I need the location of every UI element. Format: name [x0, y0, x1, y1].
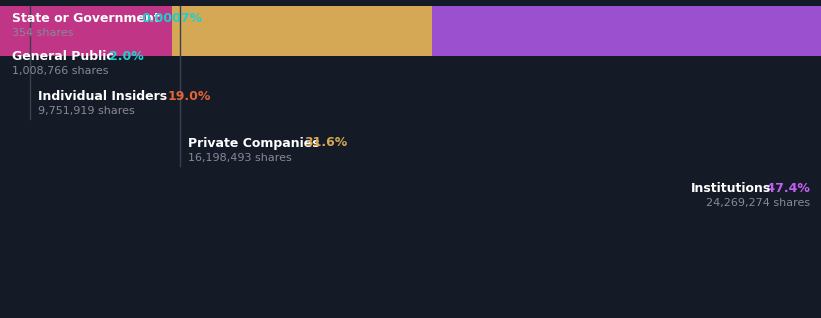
Text: Individual Insiders: Individual Insiders — [38, 89, 172, 102]
Text: 2.0%: 2.0% — [109, 50, 144, 63]
Bar — [172, 6, 432, 56]
Bar — [16, 6, 172, 56]
Text: 9,751,919 shares: 9,751,919 shares — [38, 106, 135, 116]
Bar — [432, 6, 821, 56]
Text: 16,198,493 shares: 16,198,493 shares — [188, 153, 291, 163]
Text: 0.0007%: 0.0007% — [141, 11, 203, 24]
Text: 47.4%: 47.4% — [762, 182, 810, 195]
Text: State or Government: State or Government — [12, 11, 164, 24]
Text: 19.0%: 19.0% — [167, 89, 211, 102]
Text: 31.6%: 31.6% — [305, 136, 348, 149]
Text: 354 shares: 354 shares — [12, 28, 73, 38]
Text: Institutions: Institutions — [690, 182, 771, 195]
Text: 24,269,274 shares: 24,269,274 shares — [706, 198, 810, 208]
Text: 1,008,766 shares: 1,008,766 shares — [12, 66, 108, 76]
Text: General Public: General Public — [12, 50, 118, 63]
Bar — [0, 6, 16, 56]
Text: Private Companies: Private Companies — [188, 136, 324, 149]
